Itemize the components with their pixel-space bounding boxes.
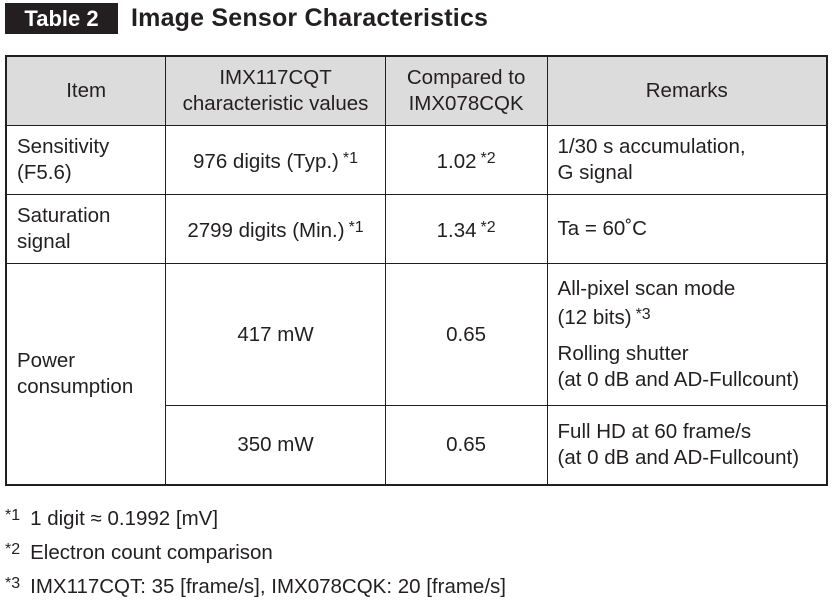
- footnote: *1 1 digit ≈ 0.1992 [mV]: [5, 507, 218, 531]
- table-row: Saturation signal 2799 digits (Min.) *1 1.…: [5, 194, 828, 264]
- cell-line: Power: [17, 348, 76, 372]
- cell-line: 976 digits (Typ.) *1: [176, 146, 374, 175]
- cell-line: IMX117CQT: [219, 66, 332, 89]
- item-cell: Power consumption: [5, 263, 167, 485]
- table-row: Sensitivity (F5.6) 976 digits (Typ.) *1 1.…: [5, 125, 828, 195]
- column-header: Remarks: [546, 55, 828, 126]
- remark-paragraph: Ta = 60˚C: [558, 216, 816, 242]
- remark-paragraph: Full HD at 60 frame/s (at 0 dB and AD-Ful…: [558, 419, 816, 471]
- cell-line: Saturation: [17, 204, 111, 227]
- table-header: Table 2 Image Sensor Characteristics: [5, 3, 488, 34]
- characteristics-table: Item IMX117CQT characteristic values Comp…: [5, 55, 828, 486]
- cell-line: Ta = 60˚C: [557, 217, 647, 240]
- cell-line: Remarks: [645, 79, 728, 102]
- cell-line: All-pixel scan mode: [557, 277, 736, 300]
- footnote-mark: *2: [5, 541, 21, 558]
- column-header: Item: [5, 55, 167, 126]
- remarks-cell: 1/30 s accumulation, G signal: [546, 125, 828, 195]
- header-row: Item IMX117CQT characteristic values Comp…: [5, 55, 828, 126]
- remark-paragraph: All-pixel scan mode (12 bits) *3: [558, 276, 816, 331]
- remarks-cell: Ta = 60˚C: [546, 194, 828, 264]
- cell-line: (at 0 dB and AD-Fullcount): [557, 445, 800, 469]
- cell-line: G signal: [557, 161, 633, 184]
- remark-paragraph: Rolling shutter (at 0 dB and AD-Fullcount…: [558, 341, 816, 393]
- cell-line: 1.34 *2: [396, 215, 537, 244]
- footnote-text: Electron count comparison: [30, 541, 273, 564]
- cell-line: 1/30 s accumulation,: [557, 135, 746, 158]
- footnote-mark: *1: [5, 507, 21, 524]
- cell-text: 976 digits (Typ.): [193, 149, 339, 173]
- cell-text: 1.02: [436, 149, 477, 173]
- footnote-text: IMX117CQT: 35 [frame/s], IMX078CQK: 20 […: [30, 575, 506, 598]
- cell-line: Rolling shutter: [557, 342, 689, 365]
- table-label: Table 2: [5, 3, 118, 34]
- cell-line: 1.02 *2: [396, 146, 537, 175]
- footnote: *2 Electron count comparison: [5, 541, 273, 565]
- value-cell: 2799 digits (Min.) *1: [165, 194, 386, 264]
- cell-line: signal: [17, 230, 71, 253]
- note-mark: *2: [480, 149, 496, 167]
- ratio-cell: 1.02 *2: [384, 125, 548, 195]
- value-cell: 350 mW: [165, 405, 386, 485]
- value-cell: 417 mW: [165, 263, 386, 406]
- footnote-text: 1 digit ≈ 0.1992 [mV]: [30, 507, 219, 530]
- table-row: 350 mW 0.65 Full HD at 60 frame/s (at 0 d…: [6, 405, 828, 485]
- cell-line: IMX078CQK: [408, 92, 524, 115]
- cell-line: consumption: [17, 374, 134, 398]
- ratio-cell: 0.65: [384, 263, 548, 406]
- cell-text: 1.34: [436, 218, 477, 242]
- remark-paragraph: 1/30 s accumulation, G signal: [558, 134, 816, 186]
- footnote: *3 IMX117CQT: 35 [frame/s], IMX078CQK: 20…: [5, 575, 506, 599]
- cell-line: Full HD at 60 frame/s: [557, 419, 752, 443]
- value-cell: 976 digits (Typ.) *1: [165, 125, 386, 195]
- cell-line: Item: [66, 79, 107, 102]
- ratio-cell: 1.34 *2: [384, 194, 548, 264]
- item-cell: Sensitivity (F5.6): [5, 125, 167, 195]
- note-mark: *2: [480, 218, 496, 236]
- item-cell: Saturation signal: [5, 194, 167, 264]
- remarks-cell: All-pixel scan mode (12 bits) *3 Rolling sh…: [546, 263, 828, 406]
- cell-line: (12 bits) *3: [558, 302, 816, 331]
- cell-line: Compared to: [406, 66, 526, 89]
- cell-line: characteristic values: [182, 92, 369, 115]
- note-mark: *1: [342, 149, 358, 167]
- footnote-mark: *3: [5, 575, 21, 592]
- cell-line: Sensitivity: [17, 135, 110, 158]
- note-mark: *1: [348, 218, 364, 236]
- column-header: Compared to IMX078CQK: [384, 55, 548, 126]
- cell-line: (at 0 dB and AD-Fullcount): [557, 368, 800, 391]
- cell-text: 2799 digits (Min.): [187, 218, 345, 242]
- column-header: IMX117CQT characteristic values: [165, 55, 386, 126]
- table-row: Power consumption 417 mW 0.65 All-pixel s…: [5, 263, 828, 485]
- cell-line: 2799 digits (Min.) *1: [176, 215, 374, 244]
- cell-text: (12 bits): [557, 306, 632, 329]
- cell-line: (F5.6): [17, 161, 72, 184]
- note-mark: *3: [635, 306, 651, 323]
- remarks-cell: Full HD at 60 frame/s (at 0 dB and AD-Ful…: [546, 405, 828, 485]
- table-title: Image Sensor Characteristics: [131, 4, 489, 32]
- ratio-cell: 0.65: [384, 405, 548, 485]
